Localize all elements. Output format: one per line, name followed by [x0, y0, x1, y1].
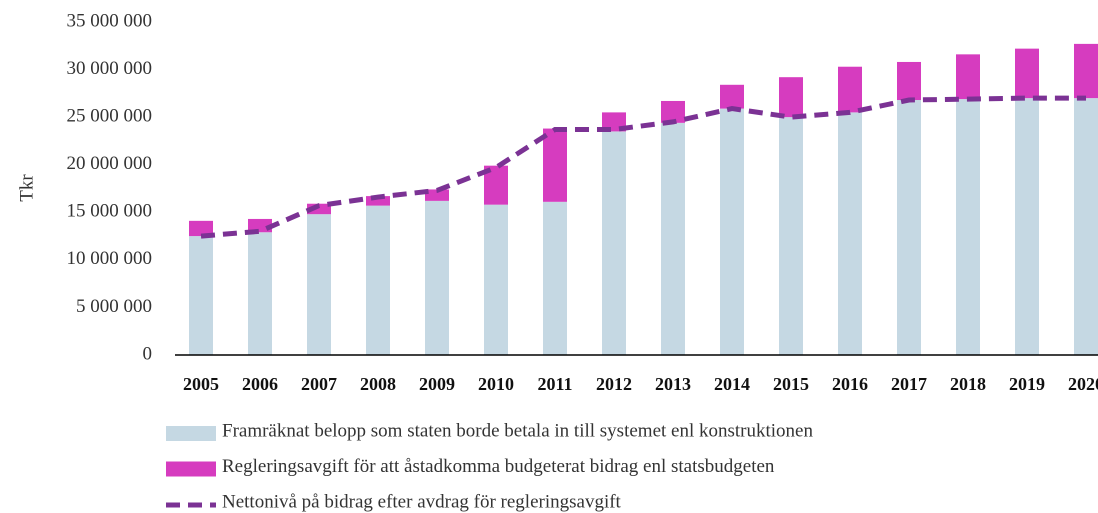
- bar: [425, 189, 449, 201]
- bar: [897, 100, 921, 355]
- bar: [307, 203, 331, 215]
- bar: [661, 100, 685, 123]
- bar: [1074, 98, 1098, 355]
- legend-swatch: [166, 426, 216, 441]
- x-tick-label: 2018: [950, 374, 986, 394]
- x-tick-label: 2013: [655, 374, 691, 394]
- y-tick-label: 35 000 000: [67, 10, 153, 31]
- x-tick-label: 2006: [242, 374, 278, 394]
- y-tick-label: 0: [143, 343, 153, 364]
- legend-label: Regleringsavgift för att åstadkomma budg…: [222, 456, 775, 477]
- bar: [543, 128, 567, 202]
- bar: [779, 117, 803, 356]
- x-tick-label: 2007: [301, 374, 337, 394]
- x-tick-label: 2008: [360, 374, 396, 394]
- bar: [720, 84, 744, 109]
- bar: [1015, 98, 1039, 355]
- bar: [1074, 43, 1098, 99]
- bar: [897, 61, 921, 101]
- x-tick-label: 2014: [714, 374, 750, 394]
- line: [200, 95, 1086, 239]
- x-tick-label: 2016: [832, 374, 868, 394]
- legend-label: Framräknat belopp som staten borde betal…: [222, 420, 813, 441]
- bar: [484, 204, 508, 355]
- x-tick-label: 2017: [891, 374, 927, 394]
- x-tick-label: 2019: [1009, 374, 1045, 394]
- bar: [307, 214, 331, 355]
- bar: [838, 112, 862, 355]
- y-tick-label: 30 000 000: [67, 58, 153, 79]
- x-tick-label: 2020: [1068, 374, 1098, 394]
- y-tick-label: 15 000 000: [67, 201, 153, 222]
- legend-swatch: [166, 461, 216, 477]
- bar: [189, 220, 213, 237]
- bar: [956, 54, 980, 100]
- y-tick-label: 5 000 000: [76, 296, 152, 317]
- y-tick-label: 25 000 000: [67, 106, 153, 127]
- y-tick-label: 20 000 000: [67, 153, 153, 174]
- bar: [248, 232, 272, 355]
- x-tick-label: 2011: [537, 374, 572, 394]
- bar: [838, 66, 862, 113]
- x-tick-label: 2012: [596, 374, 632, 394]
- bar: [779, 77, 803, 118]
- x-tick-label: 2009: [419, 374, 455, 394]
- bar: [425, 200, 449, 355]
- bar: [366, 205, 390, 355]
- bar: [661, 122, 685, 355]
- bar: [956, 99, 980, 356]
- bar: [248, 218, 272, 233]
- x-tick-label: 2005: [183, 374, 219, 394]
- x-tick-label: 2010: [478, 374, 514, 394]
- y-axis-label: Tkr: [16, 174, 37, 202]
- bar: [543, 201, 567, 355]
- bar: [189, 236, 213, 355]
- bar: [366, 196, 390, 206]
- y-tick-label: 10 000 000: [67, 248, 153, 269]
- bar: [602, 131, 626, 355]
- x-tick-label: 2015: [773, 374, 809, 394]
- bar: [720, 108, 744, 355]
- bar: [1015, 48, 1039, 99]
- legend-label: Nettonivå på bidrag efter avdrag för reg…: [222, 491, 622, 512]
